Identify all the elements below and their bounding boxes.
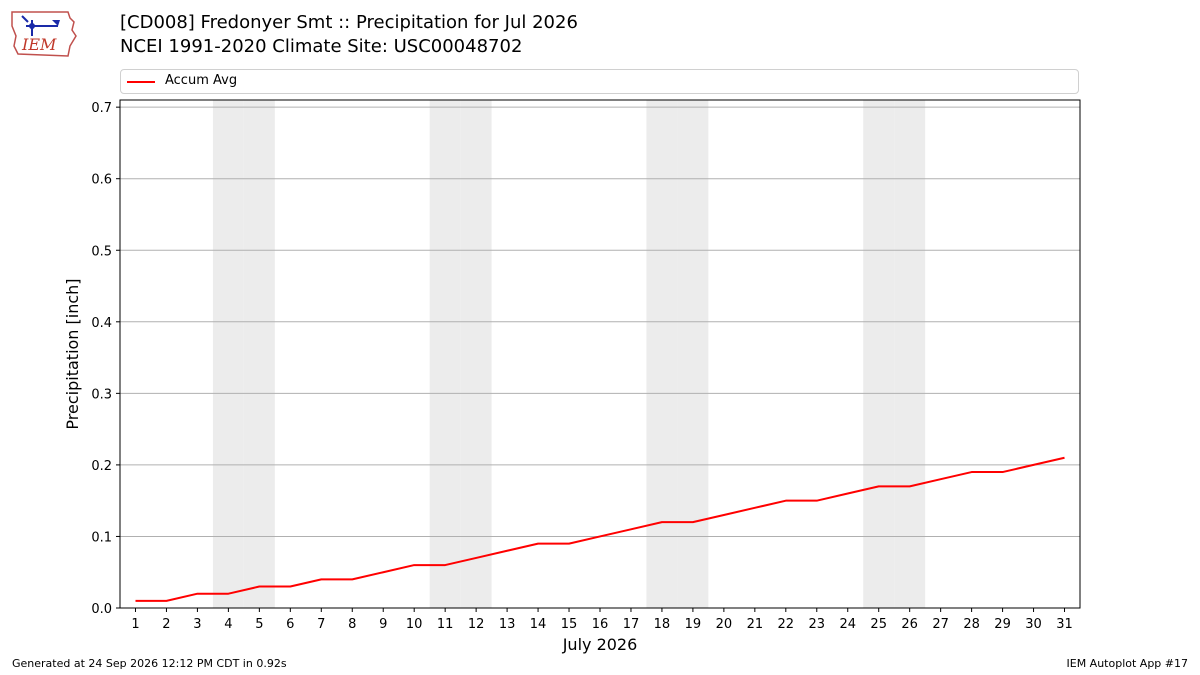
xtick-label-21: 21 (747, 617, 764, 632)
xtick-label-9: 9 (379, 617, 387, 632)
ytick-label-4: 0.4 (91, 316, 112, 331)
ytick-label-1: 0.1 (91, 530, 112, 545)
xtick-label-27: 27 (932, 617, 949, 632)
ytick-label-5: 0.5 (91, 244, 112, 259)
xtick-label-18: 18 (654, 617, 671, 632)
weekend-band-day-11 (429, 100, 461, 608)
generated-timestamp: Generated at 24 Sep 2026 12:12 PM CDT in… (12, 657, 287, 670)
xtick-label-10: 10 (406, 617, 423, 632)
x-axis-label: July 2026 (562, 635, 638, 654)
xtick-label-24: 24 (839, 617, 856, 632)
ytick-label-2: 0.2 (91, 459, 112, 474)
legend-label-accum-avg: Accum Avg (165, 73, 238, 88)
xtick-label-22: 22 (778, 617, 795, 632)
xtick-label-7: 7 (317, 617, 325, 632)
weekend-band-day-12 (460, 100, 492, 608)
xtick-label-2: 2 (162, 617, 170, 632)
xtick-label-16: 16 (592, 617, 609, 632)
plot-frame (119, 99, 1081, 609)
logo-text: IEM (21, 35, 57, 54)
xtick-label-25: 25 (870, 617, 887, 632)
ytick-label-6: 0.6 (91, 173, 112, 188)
y-axis-label: Precipitation [inch] (63, 278, 82, 429)
iem-logo: IEM (8, 6, 80, 58)
xtick-label-15: 15 (561, 617, 578, 632)
weekend-band-day-4 (212, 100, 244, 608)
chart-subtitle: NCEI 1991-2020 Climate Site: USC00048702 (120, 36, 523, 57)
xtick-label-4: 4 (224, 617, 232, 632)
app-label: IEM Autoplot App #17 (1066, 657, 1189, 670)
xtick-label-12: 12 (468, 617, 485, 632)
xtick-label-14: 14 (530, 617, 547, 632)
xtick-label-30: 30 (1025, 617, 1042, 632)
ytick-label-7: 0.7 (91, 101, 112, 116)
ytick-label-0: 0.0 (91, 602, 112, 617)
weekend-band-day-19 (677, 100, 709, 608)
xtick-label-5: 5 (255, 617, 263, 632)
xtick-label-1: 1 (131, 617, 139, 632)
xtick-label-31: 31 (1056, 617, 1073, 632)
weekend-band-day-25 (863, 100, 895, 608)
xtick-label-19: 19 (685, 617, 702, 632)
xtick-label-26: 26 (901, 617, 918, 632)
xtick-label-13: 13 (499, 617, 516, 632)
legend: Accum Avg (120, 69, 1079, 94)
chart-title: [CD008] Fredonyer Smt :: Precipitation f… (120, 12, 578, 33)
legend-swatch-accum-avg (127, 81, 155, 83)
xtick-label-11: 11 (437, 617, 454, 632)
xtick-label-23: 23 (809, 617, 826, 632)
xtick-label-8: 8 (348, 617, 356, 632)
weekend-band-day-5 (243, 100, 275, 608)
xtick-label-6: 6 (286, 617, 294, 632)
xtick-label-28: 28 (963, 617, 980, 632)
weekend-band-day-26 (894, 100, 926, 608)
xtick-label-3: 3 (193, 617, 201, 632)
ytick-label-3: 0.3 (91, 387, 112, 402)
weekend-band-day-18 (646, 100, 678, 608)
xtick-label-29: 29 (994, 617, 1011, 632)
xtick-label-17: 17 (623, 617, 640, 632)
xtick-label-20: 20 (716, 617, 733, 632)
